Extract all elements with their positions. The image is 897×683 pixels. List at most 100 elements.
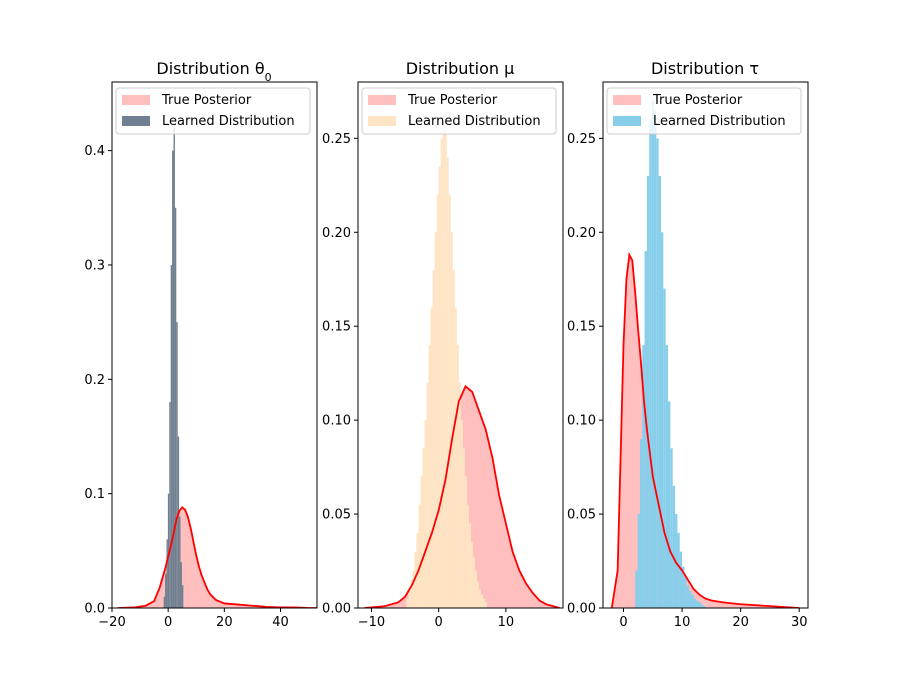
theta0-hist-bar <box>167 493 170 608</box>
mu-hist-bar <box>442 119 445 608</box>
tau-hist-bar <box>639 438 643 608</box>
tau-hist-bar <box>668 401 671 608</box>
tau-hist-bar <box>670 448 673 608</box>
tau-hist-bar <box>691 594 694 608</box>
tau-hist-bar <box>665 345 669 608</box>
legend-swatch-true-posterior <box>613 95 641 105</box>
theta0-hist-bar <box>169 402 171 608</box>
mu-hist-bar <box>412 570 415 608</box>
tau-hist-bar <box>689 591 692 608</box>
tau-hist-bar <box>663 288 666 608</box>
theta0-hist-bar <box>179 516 181 608</box>
mu-data-layer <box>364 119 560 608</box>
mu-xtick-label: −10 <box>358 615 385 630</box>
mu-hist-bar <box>464 476 467 608</box>
legend-swatch-learned-distribution <box>122 116 150 126</box>
mu-hist-bar <box>434 232 437 608</box>
mu-hist-bar <box>448 194 451 608</box>
theta0-hist-bar <box>180 562 182 608</box>
theta0-hist-bar <box>165 573 167 608</box>
theta0-ytick-label: 0.2 <box>84 373 105 388</box>
mu-hist-bar <box>430 307 433 608</box>
mu-hist-bar <box>452 269 455 608</box>
theta0-hist-bar <box>174 207 177 608</box>
legend-swatch-learned-distribution <box>368 116 396 126</box>
legend-frame <box>361 87 557 135</box>
theta0-hist-bar <box>181 585 184 608</box>
mu-ytick-label: 0.00 <box>322 602 351 617</box>
mu-hist-bar <box>481 594 484 608</box>
tau-hist-bar <box>700 604 704 608</box>
tau-hist-bar <box>703 606 706 608</box>
mu-hist-bar <box>470 542 473 608</box>
mu-hist-bar <box>422 448 425 608</box>
tau-hist-bar <box>637 514 640 608</box>
theta0-title: Distribution θ0 <box>156 59 271 84</box>
legend-label-learned-distribution: Learned Distribution <box>653 114 786 129</box>
legend-label-learned-distribution: Learned Distribution <box>162 114 295 129</box>
tau-hist-bar <box>677 532 680 608</box>
mu-hist-bar <box>428 345 431 608</box>
theta0-plot-area: −20 0 20 40 0.0 0.1 0.2 0.3 0.4 <box>84 81 318 630</box>
mu-hist-bar <box>436 194 439 608</box>
legend-frame <box>115 87 311 135</box>
theta0-ytick-label: 0.3 <box>84 258 105 273</box>
mu-hist-bar <box>424 420 427 608</box>
theta0-xtick-label: 40 <box>272 615 289 630</box>
mu-hist-bar <box>474 570 477 608</box>
theta0-hist-bar <box>176 322 178 608</box>
theta0-ytick-label: 0.1 <box>84 487 105 502</box>
tau-hist-bar <box>696 600 699 608</box>
tau-hist-bar <box>658 175 661 608</box>
mu-ytick-label: 0.15 <box>322 320 351 335</box>
mu-hist-bar <box>485 602 488 608</box>
mu-hist-bar <box>478 589 481 608</box>
legend-swatch-true-posterior <box>122 95 150 105</box>
mu-hist-bar <box>444 128 447 608</box>
theta0-hist-bar <box>166 539 168 608</box>
tau-xtick-label: 30 <box>791 615 808 630</box>
tau-axes-frame <box>602 81 809 609</box>
mu-plot-area: −10 0 10 0.00 0.05 0.10 0.15 0.20 0.25 <box>322 81 564 630</box>
tau-hist-bar <box>642 345 645 608</box>
mu-hist-bar <box>476 581 479 608</box>
mu-ytick-label: 0.20 <box>322 226 351 241</box>
tau-hist-bar <box>693 598 697 608</box>
theta0-hist-bar <box>163 596 166 608</box>
theta0-xtick-label: 20 <box>216 615 233 630</box>
theta0-legend: True Posterior Learned Distribution <box>115 87 311 135</box>
theta0-ytick-label: 0.0 <box>84 602 105 617</box>
mu-true-posterior-line <box>364 384 560 608</box>
tau-ytick-label: 0.15 <box>567 320 596 335</box>
mu-hist-bar <box>472 557 475 608</box>
tau-hist-bar <box>651 100 654 608</box>
tau-hist-bar <box>646 175 650 608</box>
mu-hist-bar <box>438 166 441 608</box>
tau-title: Distribution τ <box>651 59 759 78</box>
mu-hist-bar <box>468 523 471 608</box>
theta0-hist-bar <box>170 264 173 608</box>
theta0-data-layer <box>117 127 317 608</box>
theta0-xtick-label: 0 <box>164 615 172 630</box>
tau-data-layer <box>610 100 800 608</box>
mu-hist-bar <box>406 598 409 608</box>
tau-hist-bar <box>649 119 652 608</box>
tau-ytick-label: 0.10 <box>567 414 596 429</box>
legend-label-true-posterior: True Posterior <box>407 93 498 108</box>
theta0-ytick-label: 0.4 <box>84 144 105 159</box>
theta0-hist-bar <box>172 150 174 608</box>
mu-hist-bar <box>446 157 449 608</box>
mu-hist-bar <box>408 589 411 608</box>
mu-hist-bar <box>418 504 421 608</box>
tau-plot-area: 0 10 20 30 0.00 0.05 0.10 0.15 0.20 0.25 <box>567 81 809 630</box>
theta0-axes-frame <box>111 81 318 609</box>
tau-hist-bar <box>644 251 647 608</box>
mu-hist-bar <box>460 420 463 608</box>
tau-hist-bar <box>660 232 664 608</box>
mu-legend: True Posterior Learned Distribution <box>361 87 557 135</box>
legend-label-learned-distribution: Learned Distribution <box>408 114 541 129</box>
mu-xtick-label: 0 <box>435 615 443 630</box>
tau-hist-bar <box>686 585 690 608</box>
theta0-hist-bar <box>177 436 180 608</box>
tau-hist-bar <box>679 551 683 608</box>
